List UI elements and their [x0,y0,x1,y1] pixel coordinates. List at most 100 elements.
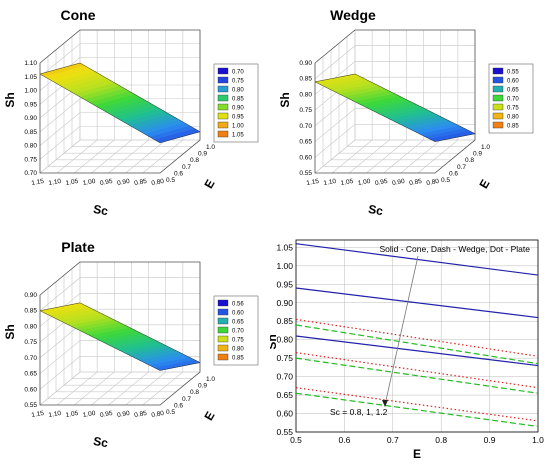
legend-label: 0.60 [507,79,519,85]
y-tick-label: 0.8 [465,157,474,164]
dot-series-line [295,318,539,357]
floor-gridline [74,371,115,406]
legend-swatch [217,112,229,120]
x-tick-label: 1.05 [65,410,79,419]
legend-label: 0.75 [232,79,244,85]
legend-swatch [217,353,229,361]
chart-title: Cone [61,7,96,23]
floor-gridline [142,139,184,174]
legend-swatch [492,112,504,120]
y-tick-label: 0.75 [276,353,293,363]
z-tick-label: 0.70 [24,170,37,177]
z-tick-label: 0.75 [24,156,37,163]
x-tick-label: 0.7 [387,435,399,445]
z-tick-label: 0.85 [24,308,37,315]
y-axis-label: E [201,177,217,191]
legend-label: 0.65 [232,320,244,326]
box-outline [314,29,476,174]
line-chart-svg: 0.5 0.6 0.7 0.8 0.9 1.0 0.55 0.60 0.65 0.70 0.75 0.… [270,239,544,461]
floor-gridline [108,371,149,406]
z-tick-label: 0.95 [24,101,37,108]
y-tick-label: 0.5 [166,177,175,184]
plate-surface-chart: 0.55 0.60 0.65 0.70 0.75 0.80 0.85 0.90 1.15 1.10… [0,232,270,464]
floor-gridline [417,139,459,174]
surface-edge [39,302,201,371]
legend-swatch [492,94,504,102]
x-tick-label: 0.90 [117,178,131,187]
y-tick-label: 0.5 [166,409,175,416]
x-tick-label: 0.95 [99,410,113,419]
legend-label: 0.75 [232,338,244,344]
floor-gridline [56,139,98,174]
legend-label: 0.90 [232,106,244,112]
legend-swatch [217,344,229,352]
plate-chart-svg: 0.550.600.650.700.750.800.850.901.15 1.10… [3,239,259,450]
legend-label: 0.55 [507,70,519,76]
floor-gridline [125,139,166,174]
grid-lines [295,240,539,433]
floor-gridline [91,139,132,174]
x-tick-label: 1.00 [82,410,96,419]
floor-gridline [74,139,115,174]
legend-swatch [492,67,504,75]
y-tick-label: 1.05 [276,242,293,252]
x-tick-label: 1.0 [532,435,544,445]
x-tick-label: 0.90 [117,410,131,419]
legend-label: 0.70 [232,329,244,335]
legend-label: 0.65 [507,88,519,94]
legend-label: 0.95 [232,115,244,121]
surface-edge [314,73,476,142]
box-outline [39,29,201,174]
floor-gridline [125,371,166,406]
floor-gridline [39,139,81,174]
legend-label: 1.05 [232,133,244,139]
wedge-chart-svg: 0.550.600.650.700.750.800.850.901.15 1.10… [278,7,534,218]
legend-label: 1.00 [232,124,244,130]
x-tick-label: 1.00 [357,178,371,187]
x-axis-label: Sc [92,202,109,218]
dash-series-line [295,392,539,428]
x-tick-label: 0.6 [338,435,350,445]
y-tick-label: 0.55 [276,427,293,437]
floor-gridline [108,139,149,174]
y-tick-label: 0.7 [457,164,466,171]
z-tick-label: 0.70 [24,355,37,362]
dash-series-line [295,357,539,394]
x-tick-label: 0.80 [426,178,440,187]
legend-box [213,63,259,143]
legend-label: 0.80 [232,347,244,353]
legend-label: 0.85 [507,124,519,130]
z-axis-label: Sh [278,92,292,107]
surface-mesh [39,62,201,144]
legend-label: 0.85 [232,356,244,362]
y-tick-label: 0.5 [441,177,450,184]
color-legend: 0.70 0.75 0.80 0.85 0.90 0.95 1.00 1.05 [213,63,259,143]
color-legend: 0.56 0.60 0.65 0.70 0.75 0.80 0.85 [213,295,259,366]
y-axis-label: E [201,409,217,423]
y-tick-label: 0.8 [190,389,199,396]
dot-series-line [295,387,539,422]
solid-series-line [295,287,539,319]
legend-swatch [492,121,504,129]
legend-swatch [217,326,229,334]
legend-swatch [217,121,229,129]
box-outline [39,261,201,406]
legend-swatch [217,103,229,111]
floor-gridline [383,139,424,174]
y-tick-label: 1.00 [276,261,293,271]
y-tick-label: 0.9 [198,151,207,158]
x-tick-label: 0.9 [484,435,496,445]
floor-gridline [400,139,441,174]
x-tick-label: 0.8 [435,435,447,445]
plot-frame [295,239,539,433]
surface-edge [39,62,201,144]
legend-swatch [492,103,504,111]
z-tick-label: 0.75 [24,339,37,346]
x-tick-label: 0.95 [374,178,388,187]
chart-title: Wedge [330,7,376,23]
arrow-head [382,400,388,407]
cone-surface-chart: 0.70 0.75 0.80 0.85 0.90 0.95 1.00 1.05 1.10 1.15… [0,0,270,232]
dash-series-line [295,324,539,365]
z-tick-label: 0.60 [299,154,312,161]
x-tick-label: 1.10 [48,178,62,187]
